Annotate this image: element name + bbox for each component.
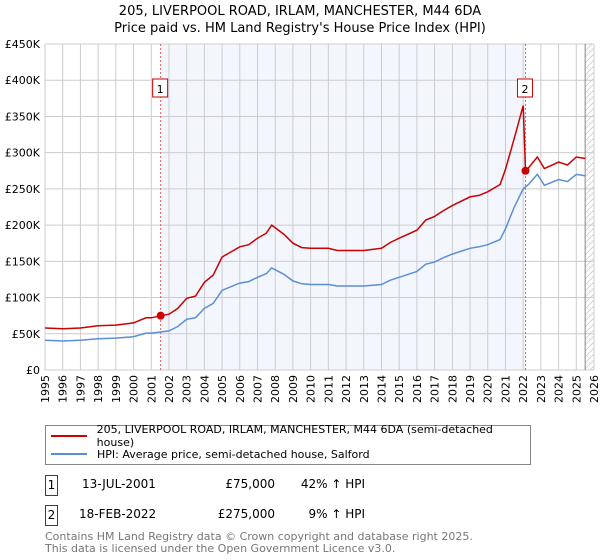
transaction-delta: 9% ↑ HPI (308, 507, 365, 521)
sale-marker-label: 1 (157, 83, 164, 96)
y-tick-label: £0 (26, 364, 40, 377)
x-tick-label: 2002 (163, 375, 176, 403)
ownership-shading (160, 44, 526, 370)
x-tick-label: 2011 (322, 375, 335, 403)
sale-marker-label: 2 (521, 83, 528, 96)
sale-marker-box (516, 78, 533, 98)
legend-item-property: 205, LIVERPOOL ROAD, IRLAM, MANCHESTER, … (51, 423, 530, 449)
legend-swatch (51, 435, 87, 437)
x-tick-label: 2014 (375, 375, 388, 403)
legend-item-hpi: HPI: Average price, semi-detached house,… (51, 446, 370, 462)
chart-title: 205, LIVERPOOL ROAD, IRLAM, MANCHESTER, … (0, 3, 600, 37)
x-tick-label: 1999 (110, 375, 123, 403)
x-tick-label: 2013 (358, 375, 371, 403)
y-tick-label: £100K (5, 292, 41, 305)
hpi-line (44, 173, 586, 342)
legend: 205, LIVERPOOL ROAD, IRLAM, MANCHESTER, … (45, 423, 531, 465)
transaction-date: 13-JUL-2001 (82, 477, 156, 491)
x-tick-label: 2000 (128, 375, 141, 403)
x-tick-label: 2019 (464, 375, 477, 403)
sale-marker-box (152, 78, 169, 98)
x-tick-label: 2017 (429, 375, 442, 403)
x-tick-label: 1998 (92, 375, 105, 403)
x-tick-label: 2024 (553, 375, 566, 403)
y-tick-label: £50K (12, 328, 41, 341)
x-tick-label: 2025 (570, 375, 583, 403)
y-tick-label: £350K (5, 110, 41, 123)
x-tick-label: 2020 (482, 375, 495, 403)
x-tick-label: 1997 (74, 375, 87, 403)
y-tick-label: £250K (5, 183, 41, 196)
legend-swatch (51, 453, 87, 455)
transaction-price: £275,000 (217, 507, 275, 521)
legend-label: HPI: Average price, semi-detached house,… (97, 447, 370, 461)
licence-text: This data is licensed under the Open Gov… (45, 542, 396, 555)
x-tick-label: 2016 (411, 375, 424, 403)
x-tick-label: 2003 (181, 375, 194, 403)
sale-point (156, 311, 165, 320)
marker-badge: 1 (45, 475, 58, 496)
price-chart: 1995 1996 1997 1998 1999 2000 2001 2002 2003 2004… (5, 38, 600, 403)
marker-badge: 2 (45, 505, 58, 526)
transaction-row: 2 18-FEB-2022 £275,000 9% ↑ HPI (45, 505, 545, 526)
legend-label: 205, LIVERPOOL ROAD, IRLAM, MANCHESTER, … (96, 423, 493, 449)
y-tick-label: £200K (5, 219, 41, 232)
transaction-delta: 42% ↑ HPI (300, 477, 365, 491)
transaction-price: £75,000 (225, 477, 275, 491)
property-price-line (44, 105, 586, 330)
x-tick-label: 2022 (517, 375, 530, 403)
x-tick-label: 2026 (588, 375, 600, 403)
x-tick-label: 2015 (393, 375, 406, 403)
sale-point (521, 166, 530, 175)
x-tick-label: 2023 (535, 375, 548, 403)
x-tick-label: 1996 (57, 375, 70, 403)
x-tick-label: 2006 (234, 375, 247, 403)
x-tick-label: 2007 (252, 375, 265, 403)
x-tick-label: 2008 (269, 375, 282, 403)
x-tick-label: 2009 (287, 375, 300, 403)
y-tick-label: £400K (5, 74, 41, 87)
y-tick-label: £150K (5, 255, 41, 268)
x-tick-label: 2010 (305, 375, 318, 403)
transaction-date: 18-FEB-2022 (79, 507, 157, 521)
forecast-hatch (585, 44, 594, 370)
y-tick-label: £450K (5, 38, 41, 51)
x-tick-label: 1995 (39, 375, 52, 403)
subtitle-line: Price paid vs. HM Land Registry's House … (114, 21, 486, 36)
transaction-row: 1 13-JUL-2001 £75,000 42% ↑ HPI (45, 475, 545, 496)
x-tick-label: 2005 (216, 375, 229, 403)
y-tick-label: £300K (5, 147, 41, 160)
x-tick-label: 2021 (499, 375, 512, 403)
x-tick-label: 2018 (446, 375, 459, 403)
x-tick-label: 2004 (198, 375, 211, 403)
x-tick-label: 2001 (145, 375, 158, 403)
footer: Contains HM Land Registry data © Crown c… (45, 531, 473, 555)
title-line: 205, LIVERPOOL ROAD, IRLAM, MANCHESTER, … (118, 4, 482, 19)
copyright-text: Contains HM Land Registry data © Crown c… (45, 530, 473, 543)
x-tick-label: 2012 (340, 375, 353, 403)
